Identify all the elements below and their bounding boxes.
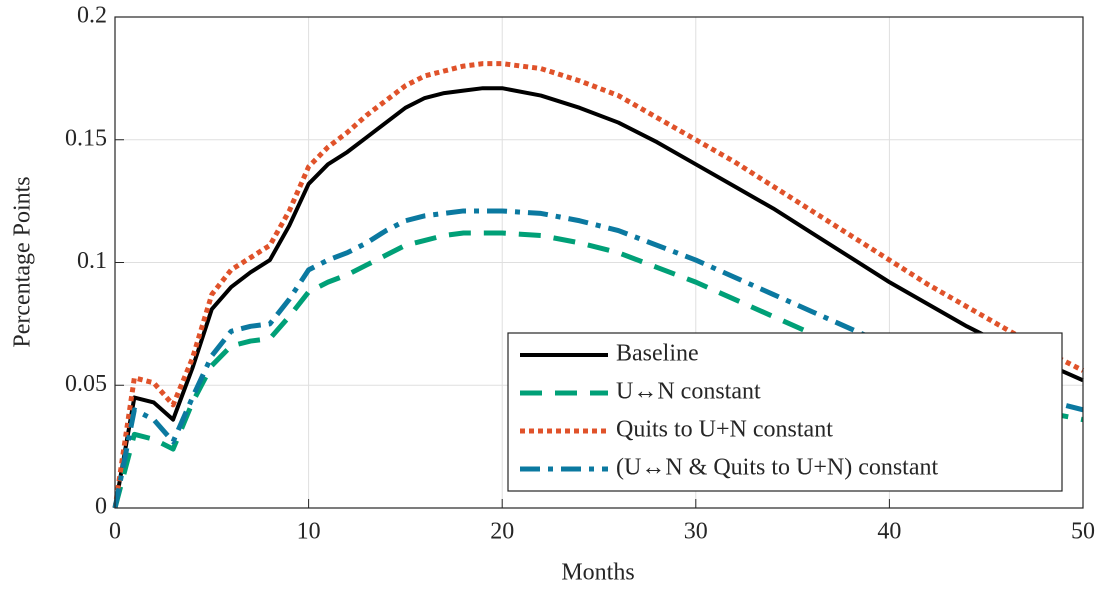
data-line [112, 61, 1085, 509]
x-axis-label: Months [561, 560, 634, 586]
axes-box [114, 16, 1084, 509]
legend-label: (U↔N & Quits to U+N) constant [616, 455, 939, 481]
x-tick-label: 0 [109, 519, 121, 545]
y-tick-label: 0 [95, 494, 107, 520]
legend-label: Quits to U+N constant [616, 417, 833, 443]
y-tick-label: 0.15 [65, 125, 107, 151]
y-tick-label: 0.2 [77, 3, 107, 29]
data-line [112, 208, 1084, 509]
x-tick-label: 40 [877, 519, 901, 545]
y-tick-label: 0.05 [65, 371, 107, 397]
data-line [113, 86, 1084, 509]
legend-label: Baseline [616, 341, 699, 367]
x-tick-label: 20 [490, 519, 514, 545]
legend-label: U↔N constant [616, 379, 761, 405]
x-tick-label: 50 [1071, 519, 1095, 545]
x-tick-label: 10 [297, 519, 321, 545]
x-tick-label: 30 [684, 519, 708, 545]
y-tick-label: 0.1 [77, 248, 107, 274]
y-axis-label: Percentage Points [10, 176, 36, 347]
legend: Baseline U↔N constant Quits to U+N constan… [507, 332, 1063, 492]
legend-box [507, 332, 1063, 492]
